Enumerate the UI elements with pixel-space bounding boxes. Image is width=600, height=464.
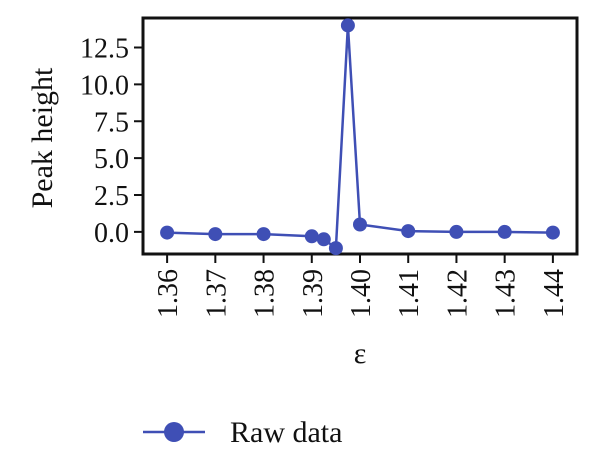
x-tick-label: 1.43	[491, 269, 522, 318]
legend: Raw data	[143, 416, 342, 449]
y-tick-label: 10.0	[80, 70, 129, 101]
series-points	[160, 18, 560, 256]
legend-marker	[164, 422, 184, 442]
data-point	[160, 225, 175, 240]
data-point	[304, 229, 319, 244]
x-tick-label: 1.40	[346, 269, 377, 318]
x-tick-label: 1.36	[153, 269, 184, 318]
x-axis-title: ε	[354, 337, 367, 370]
data-point	[497, 224, 512, 239]
legend-label: Raw data	[230, 416, 342, 449]
y-tick-label: 7.5	[94, 107, 129, 138]
y-tick-label: 5.0	[94, 144, 129, 175]
x-tick-label: 1.39	[298, 269, 329, 318]
y-tick-label: 0.0	[94, 218, 129, 249]
y-tick-label: 12.5	[80, 34, 129, 65]
data-point	[256, 227, 271, 242]
data-point	[340, 18, 355, 33]
y-axis-title: Peak height	[26, 67, 59, 208]
data-point	[449, 224, 464, 239]
y-axis-ticks: 0.0 2.5 5.0 7.5 10.0 12.5	[80, 34, 143, 249]
data-point	[328, 241, 343, 256]
data-point	[545, 225, 560, 240]
data-point	[353, 217, 367, 232]
data-point	[208, 227, 223, 242]
x-tick-label: 1.37	[201, 269, 232, 318]
data-point	[316, 232, 331, 247]
x-tick-label: 1.44	[539, 269, 570, 318]
series-line-raw-data	[167, 25, 553, 251]
data-point	[401, 224, 416, 239]
x-tick-label: 1.41	[394, 269, 425, 318]
x-axis-ticks: 1.36 1.37 1.38 1.39 1.40 1.41 1.42 1.43 1.44	[153, 254, 570, 318]
x-tick-label: 1.42	[442, 269, 473, 318]
x-tick-label: 1.38	[250, 269, 281, 318]
y-tick-label: 2.5	[94, 181, 129, 212]
